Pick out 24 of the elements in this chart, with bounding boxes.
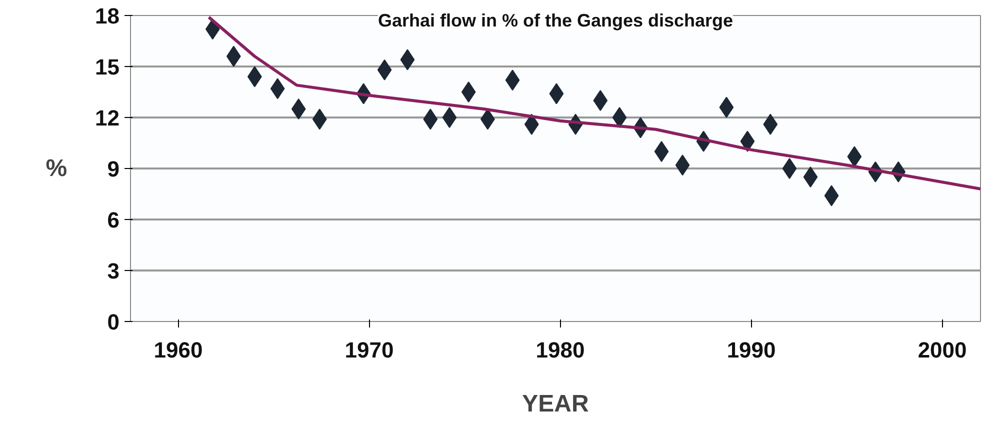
point xyxy=(291,98,306,120)
x-tick-label: 1960 xyxy=(154,338,203,362)
y-tick-label: 12 xyxy=(95,106,120,130)
point xyxy=(593,90,608,111)
y-axis-title: % xyxy=(46,155,68,182)
point xyxy=(442,107,457,128)
x-tick-label: 1970 xyxy=(344,338,394,362)
line-series xyxy=(207,16,980,190)
y-tick-label: 6 xyxy=(107,208,120,232)
y-tick-label: 18 xyxy=(95,4,120,28)
point xyxy=(782,158,797,179)
y-tick-label: 15 xyxy=(95,54,120,80)
point xyxy=(461,82,476,102)
y-tick-label: 3 xyxy=(107,258,120,284)
chart-title: Garhai flow in % of the Ganges discharge xyxy=(378,10,734,30)
x-tick-label: 1980 xyxy=(536,338,585,362)
y-tick-label: 9 xyxy=(107,156,120,182)
x-tick-label: 1990 xyxy=(726,338,776,362)
x-axis-title: YEAR xyxy=(522,390,589,418)
y-tick-label: 0 xyxy=(107,310,120,334)
x-tick-label: 2000 xyxy=(918,338,967,362)
point xyxy=(612,107,627,128)
point xyxy=(654,141,669,162)
point xyxy=(803,166,818,188)
